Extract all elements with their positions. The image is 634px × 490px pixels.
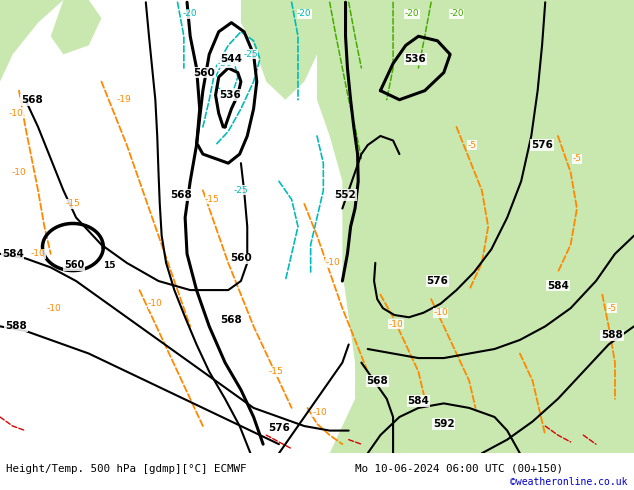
- Text: 15: 15: [103, 261, 115, 270]
- Text: 560: 560: [193, 68, 215, 77]
- Text: -30: -30: [217, 59, 233, 68]
- Polygon shape: [241, 0, 317, 99]
- Text: -10: -10: [433, 308, 448, 317]
- Text: ©weatheronline.co.uk: ©weatheronline.co.uk: [510, 477, 628, 487]
- Text: 588: 588: [5, 321, 27, 331]
- Text: -5: -5: [468, 141, 477, 149]
- Text: -15: -15: [205, 195, 220, 204]
- Text: 536: 536: [404, 54, 426, 64]
- Text: 584: 584: [408, 396, 429, 406]
- Text: -25: -25: [233, 186, 249, 195]
- Text: -5: -5: [607, 304, 616, 313]
- Text: Height/Temp. 500 hPa [gdmp][°C] ECMWF: Height/Temp. 500 hPa [gdmp][°C] ECMWF: [6, 464, 247, 473]
- Text: -25: -25: [243, 50, 258, 59]
- Text: 592: 592: [433, 419, 455, 429]
- Text: 576: 576: [268, 423, 290, 433]
- Polygon shape: [317, 0, 634, 453]
- Polygon shape: [51, 0, 101, 54]
- Text: Mo 10-06-2024 06:00 UTC (00+150): Mo 10-06-2024 06:00 UTC (00+150): [355, 464, 563, 473]
- Text: 576: 576: [427, 276, 448, 286]
- Text: 576: 576: [531, 140, 553, 150]
- Polygon shape: [0, 0, 63, 82]
- Text: -20: -20: [404, 9, 420, 18]
- Text: 568: 568: [221, 315, 242, 324]
- Text: -10: -10: [148, 299, 163, 308]
- Text: 568: 568: [21, 95, 42, 105]
- Text: 552: 552: [335, 190, 356, 200]
- Text: -20: -20: [297, 9, 312, 18]
- Text: 536: 536: [219, 90, 241, 100]
- Text: 560: 560: [230, 253, 252, 263]
- Text: -15: -15: [268, 367, 283, 376]
- Text: -15: -15: [65, 199, 81, 208]
- Text: -10: -10: [325, 258, 340, 268]
- Text: -20: -20: [183, 9, 198, 18]
- Text: -19: -19: [116, 95, 131, 104]
- Text: -20: -20: [449, 9, 464, 18]
- Text: -10: -10: [30, 249, 46, 258]
- Text: 568: 568: [366, 376, 388, 386]
- Text: 584: 584: [547, 281, 569, 291]
- Text: 588: 588: [601, 330, 623, 341]
- Text: -5: -5: [573, 154, 581, 163]
- Text: 560: 560: [64, 260, 84, 270]
- Text: 544: 544: [221, 54, 242, 64]
- Text: 584: 584: [2, 249, 23, 259]
- Text: 568: 568: [170, 190, 191, 200]
- Text: -10: -10: [8, 109, 23, 118]
- Text: -10: -10: [389, 319, 404, 329]
- Text: -10: -10: [46, 304, 61, 313]
- Text: -10: -10: [11, 168, 27, 177]
- Text: -10: -10: [313, 408, 328, 417]
